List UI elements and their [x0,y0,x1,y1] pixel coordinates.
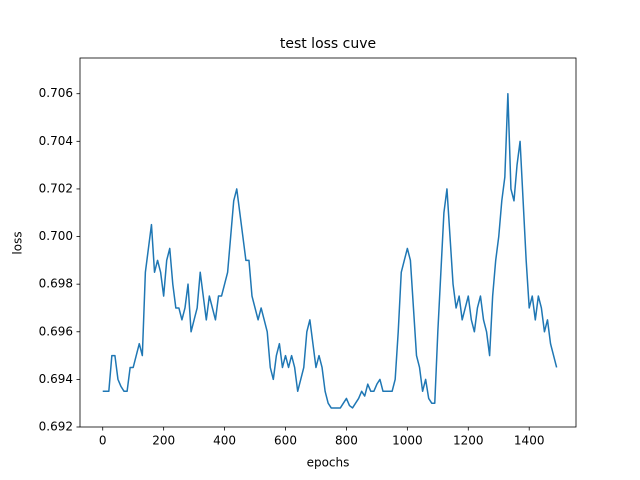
x-axis-label: epochs [307,456,350,470]
y-tick-label: 0.694 [39,372,73,386]
y-tick-label: 0.698 [39,277,73,291]
y-tick-label: 0.700 [39,229,73,243]
y-tick-label: 0.696 [39,324,73,338]
chart-title: test loss cuve [280,36,376,52]
plot-frame [79,57,577,428]
y-axis-label: loss [11,231,25,254]
x-tick-label: 600 [274,434,297,448]
x-tick-label: 200 [152,434,175,448]
x-tick-label: 1000 [392,434,423,448]
x-tick-label: 800 [335,434,358,448]
line-series [102,92,558,409]
y-tick-label: 0.704 [39,134,73,148]
y-tick-label: 0.706 [39,86,73,100]
x-tick-label: 400 [213,434,236,448]
x-tick-label: 1400 [514,434,545,448]
y-tick-label: 0.702 [39,181,73,195]
x-tick-label: 0 [99,434,107,448]
y-tick-label: 0.692 [39,420,73,434]
x-tick-label: 1200 [453,434,484,448]
